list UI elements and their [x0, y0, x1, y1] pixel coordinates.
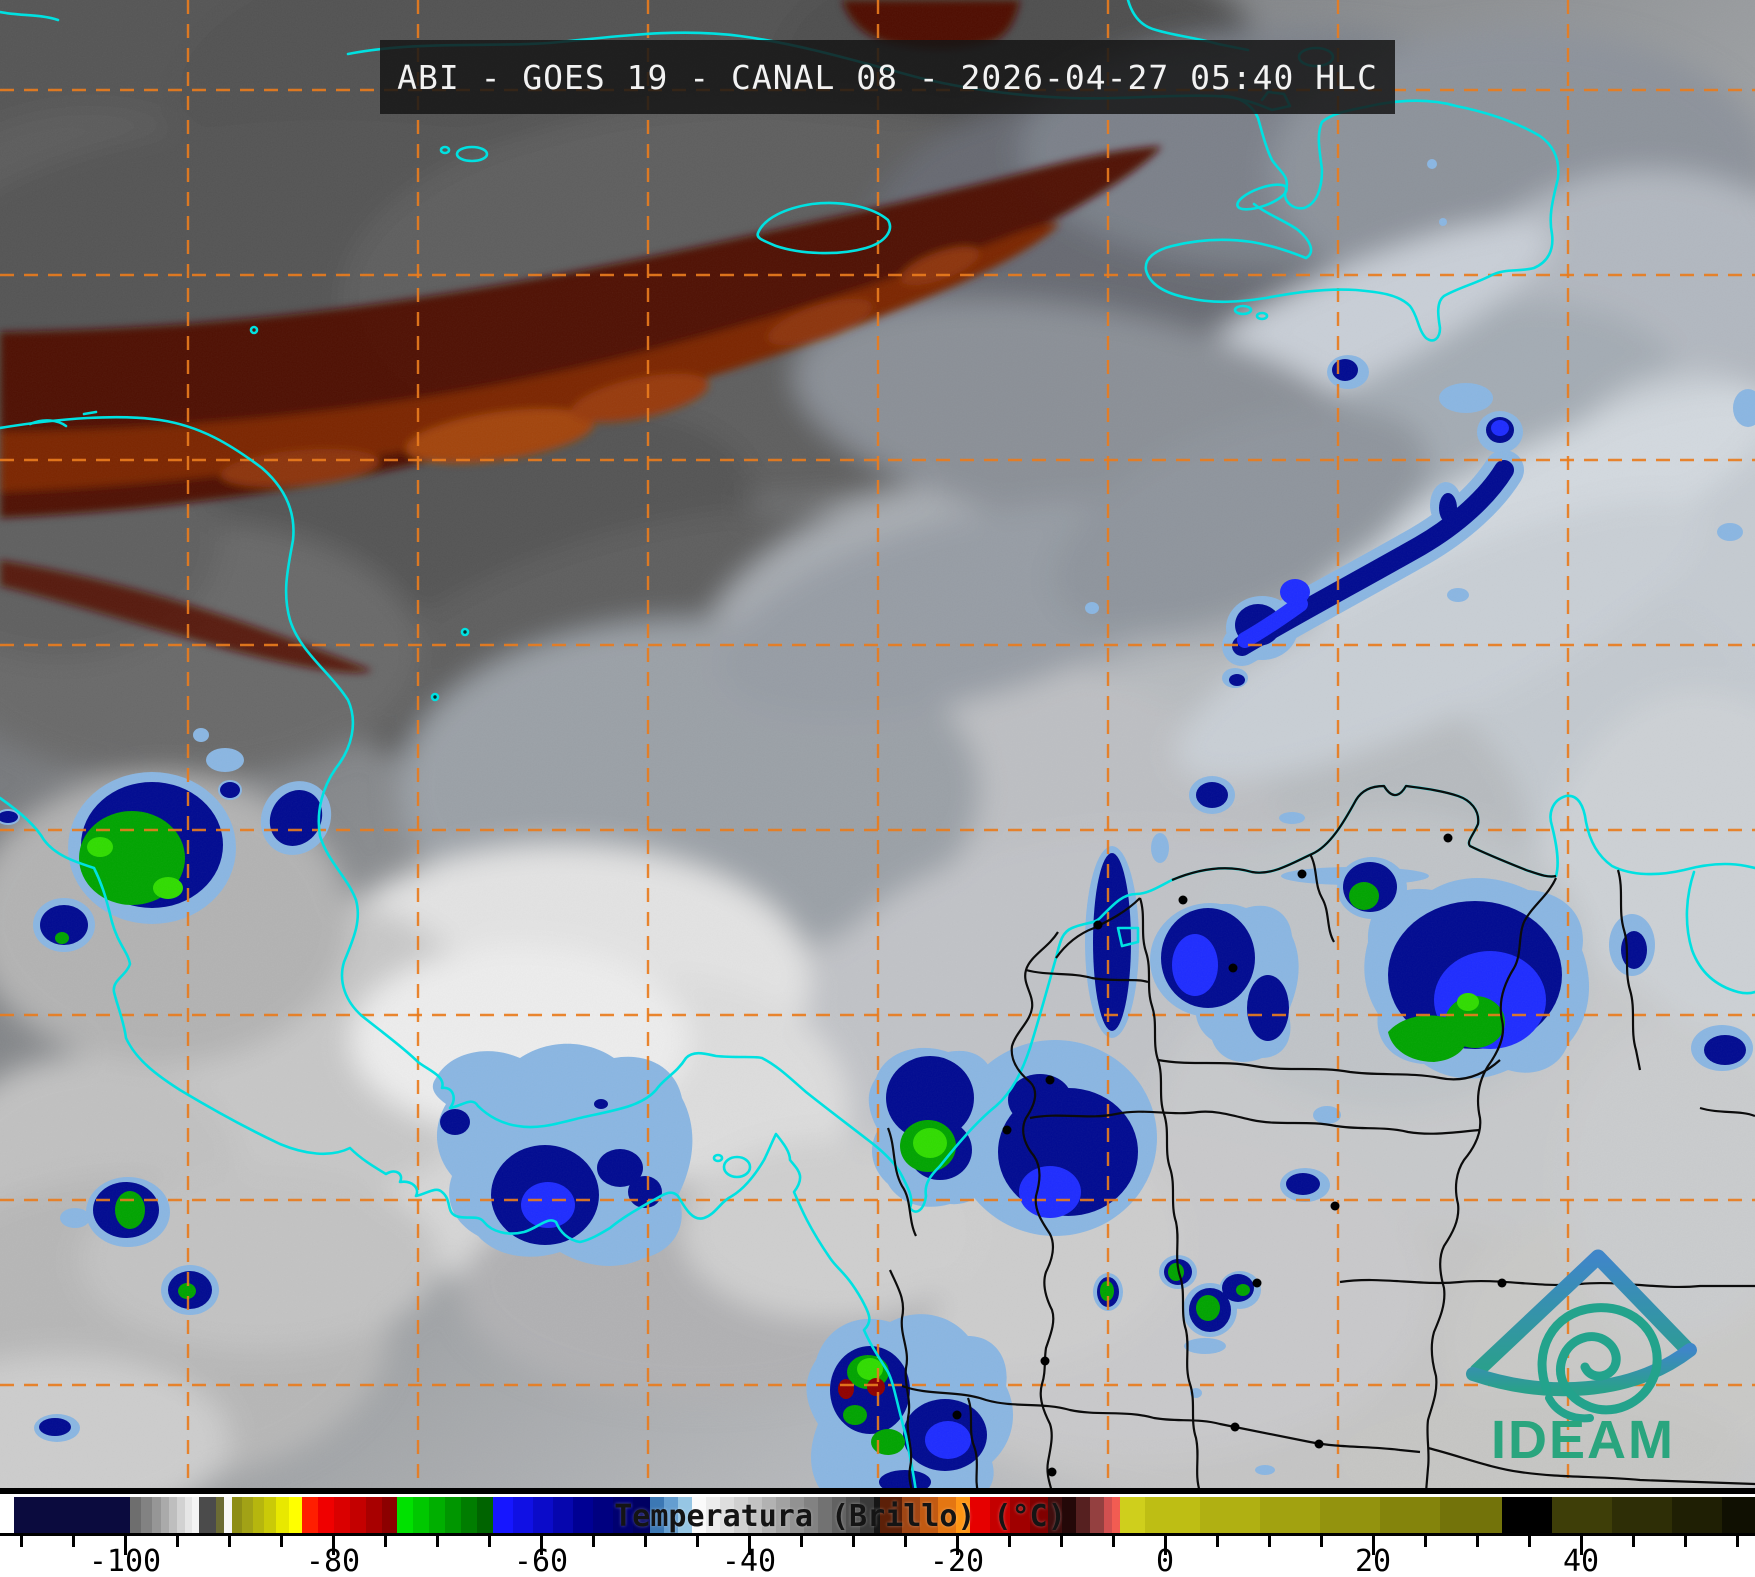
colorbar-tick: [1684, 1536, 1687, 1547]
colorbar-tick: [1216, 1536, 1219, 1547]
city-dot: [1047, 1467, 1057, 1477]
coast-jamaica: [756, 201, 892, 255]
coast-lake-maracaibo: [1685, 870, 1755, 995]
colorbar-tick: [852, 1536, 855, 1547]
colorbar-tick: [124, 1536, 127, 1555]
island-providencia: [460, 627, 470, 637]
colorbar-tick-value: 20: [1354, 1544, 1392, 1577]
ideam-logo: IDEAM: [1466, 1249, 1697, 1470]
coast-pacific: [0, 796, 918, 1492]
city-dot: [1178, 895, 1188, 905]
colorbar-tick: [228, 1536, 231, 1547]
city-dot: [1443, 833, 1453, 843]
colorbar-tick: [540, 1536, 543, 1555]
latlon-grid: [0, 0, 1755, 1492]
colorbar-tick: [696, 1536, 699, 1547]
colorbar-tick: [176, 1536, 179, 1547]
logo-text: IDEAM: [1491, 1410, 1675, 1470]
city-dot: [1228, 963, 1238, 973]
city-dot: [1252, 1278, 1262, 1288]
colorbar-tick-value: -20: [929, 1544, 985, 1577]
title-bar: ABI - GOES 19 - CANAL 08 - 2026-04-27 05…: [380, 40, 1395, 114]
colorbar-tick: [644, 1536, 647, 1547]
colorbar-tick-value: 0: [1155, 1544, 1175, 1577]
colorbar-tick: [748, 1536, 751, 1555]
city-dot: [1093, 920, 1103, 930]
image-title: ABI - GOES 19 - CANAL 08 - 2026-04-27 05…: [397, 57, 1378, 97]
logo-hurricane-spiral: [1537, 1303, 1662, 1415]
political-borders: [886, 784, 1755, 1492]
colorbar-tick: [1424, 1536, 1427, 1547]
coast-corner-islands: [0, 10, 60, 22]
coast-san-blas: [722, 1155, 752, 1179]
city-dot: [1330, 1201, 1340, 1211]
city-dot: [1497, 1278, 1507, 1288]
colorbar-tick: [1632, 1536, 1635, 1547]
city-dot: [1297, 869, 1307, 879]
coast-bay-islands: [28, 410, 98, 428]
city-dot: [1045, 1075, 1055, 1085]
colorbar-tick: [1320, 1536, 1323, 1547]
coast-cayman: [455, 145, 489, 163]
colorbar-tick: [332, 1536, 335, 1555]
coast-gonave-island: [1236, 183, 1288, 211]
island-san-andres: [430, 692, 440, 702]
city-dot: [1314, 1439, 1324, 1449]
colorbar-tick: [1580, 1536, 1583, 1555]
city-dot: [1230, 1422, 1240, 1432]
map-bottom-border: [0, 1488, 1755, 1494]
colorbar-tick: [800, 1536, 803, 1547]
colorbar-tick: [1372, 1536, 1375, 1555]
colorbar-tick-value: -100: [88, 1544, 162, 1577]
colorbar-tick-value: -80: [305, 1544, 361, 1577]
logo-mountain: [1469, 1249, 1695, 1379]
city-dot: [952, 1410, 962, 1420]
colorbar-tick: [1528, 1536, 1531, 1547]
coast-santa-marta-lagoon: [1116, 926, 1140, 948]
colorbar-tick: [1268, 1536, 1271, 1547]
colorbar-tick: [72, 1536, 75, 1547]
colorbar-tick: [1736, 1536, 1739, 1547]
colorbar-tick: [384, 1536, 387, 1547]
colorbar-tick: [592, 1536, 595, 1547]
colorbar-tick: [1476, 1536, 1479, 1547]
city-markers: [952, 833, 1507, 1477]
colorbar-tick-value: 40: [1562, 1544, 1600, 1577]
colorbar-tick: [904, 1536, 907, 1547]
colorbar-tick: [1060, 1536, 1063, 1547]
colorbar-tick: [1112, 1536, 1115, 1547]
colorbar-tick: [488, 1536, 491, 1547]
colorbar-tick: [1008, 1536, 1011, 1547]
coast-hispaniola: [1144, 94, 1560, 342]
colorbar-tick-value: -60: [513, 1544, 569, 1577]
colorbar-axis-line: [0, 1533, 1755, 1536]
temperature-colorbar: [0, 1497, 1755, 1533]
city-dot: [1040, 1356, 1050, 1366]
satellite-map: IDEAM: [0, 0, 1755, 1492]
colorbar-label: Temperatura (Brillo) (°C): [614, 1499, 1066, 1534]
colorbar-tick: [1164, 1536, 1167, 1555]
logo-swoosh: [1466, 1343, 1697, 1397]
colorbar-tick: [20, 1536, 23, 1547]
colorbar-tick: [436, 1536, 439, 1547]
colorbar-tick: [280, 1536, 283, 1547]
city-dot: [1002, 1125, 1012, 1135]
colorbar-tick-value: -40: [721, 1544, 777, 1577]
colorbar-tick: [956, 1536, 959, 1555]
